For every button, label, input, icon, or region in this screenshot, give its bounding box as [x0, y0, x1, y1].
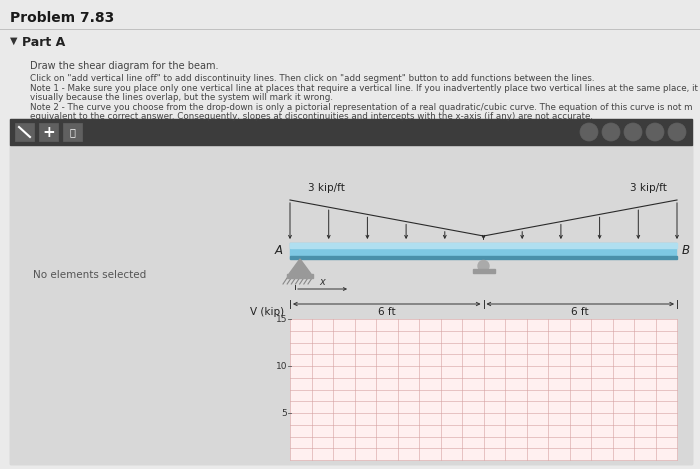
Text: 10: 10: [276, 362, 287, 371]
Bar: [290, 243, 677, 248]
Text: +: +: [42, 124, 55, 139]
Text: Part A: Part A: [22, 36, 65, 49]
Bar: [10, 145, 692, 464]
Text: 3 kip/ft: 3 kip/ft: [630, 183, 667, 193]
Text: No elements selected: No elements selected: [34, 270, 146, 280]
Bar: [287, 274, 313, 278]
Text: 5: 5: [281, 408, 287, 417]
Bar: [10, 119, 692, 145]
Circle shape: [478, 260, 489, 272]
Bar: [290, 243, 677, 259]
Circle shape: [580, 123, 598, 141]
Text: 15: 15: [276, 315, 287, 324]
Text: Draw the shear diagram for the beam.: Draw the shear diagram for the beam.: [30, 61, 218, 71]
Text: A: A: [275, 243, 283, 257]
Polygon shape: [289, 259, 311, 274]
Text: x: x: [320, 277, 326, 287]
Text: 3 kip/ft: 3 kip/ft: [308, 183, 345, 193]
Circle shape: [602, 123, 620, 141]
Text: ▼: ▼: [10, 36, 18, 46]
Bar: [10, 119, 692, 464]
Bar: [290, 256, 677, 259]
Text: Problem 7.83: Problem 7.83: [10, 11, 114, 25]
Text: 6 ft: 6 ft: [571, 307, 589, 317]
Text: Click on "add vertical line off" to add discontinuity lines. Then click on "add : Click on "add vertical line off" to add …: [30, 74, 594, 83]
Bar: [15, 123, 34, 141]
Bar: [63, 123, 82, 141]
Text: ⓣ: ⓣ: [69, 127, 76, 137]
Text: Note 2 - The curve you choose from the drop-down is only a pictorial representat: Note 2 - The curve you choose from the d…: [30, 103, 692, 112]
Text: Note 1 - Make sure you place only one vertical line at places that require a ver: Note 1 - Make sure you place only one ve…: [30, 83, 698, 92]
Bar: [39, 123, 58, 141]
Text: visually because the lines overlap, but the system will mark it wrong.: visually because the lines overlap, but …: [30, 93, 333, 102]
Circle shape: [668, 123, 686, 141]
Text: B: B: [682, 243, 690, 257]
Text: V (kip): V (kip): [250, 307, 284, 317]
Bar: [473, 269, 494, 273]
Bar: [290, 319, 677, 460]
Text: 6 ft: 6 ft: [378, 307, 395, 317]
Circle shape: [624, 123, 642, 141]
Text: equivalent to the correct answer. Consequently, slopes at discontinuities and in: equivalent to the correct answer. Conseq…: [30, 112, 593, 121]
Circle shape: [646, 123, 664, 141]
